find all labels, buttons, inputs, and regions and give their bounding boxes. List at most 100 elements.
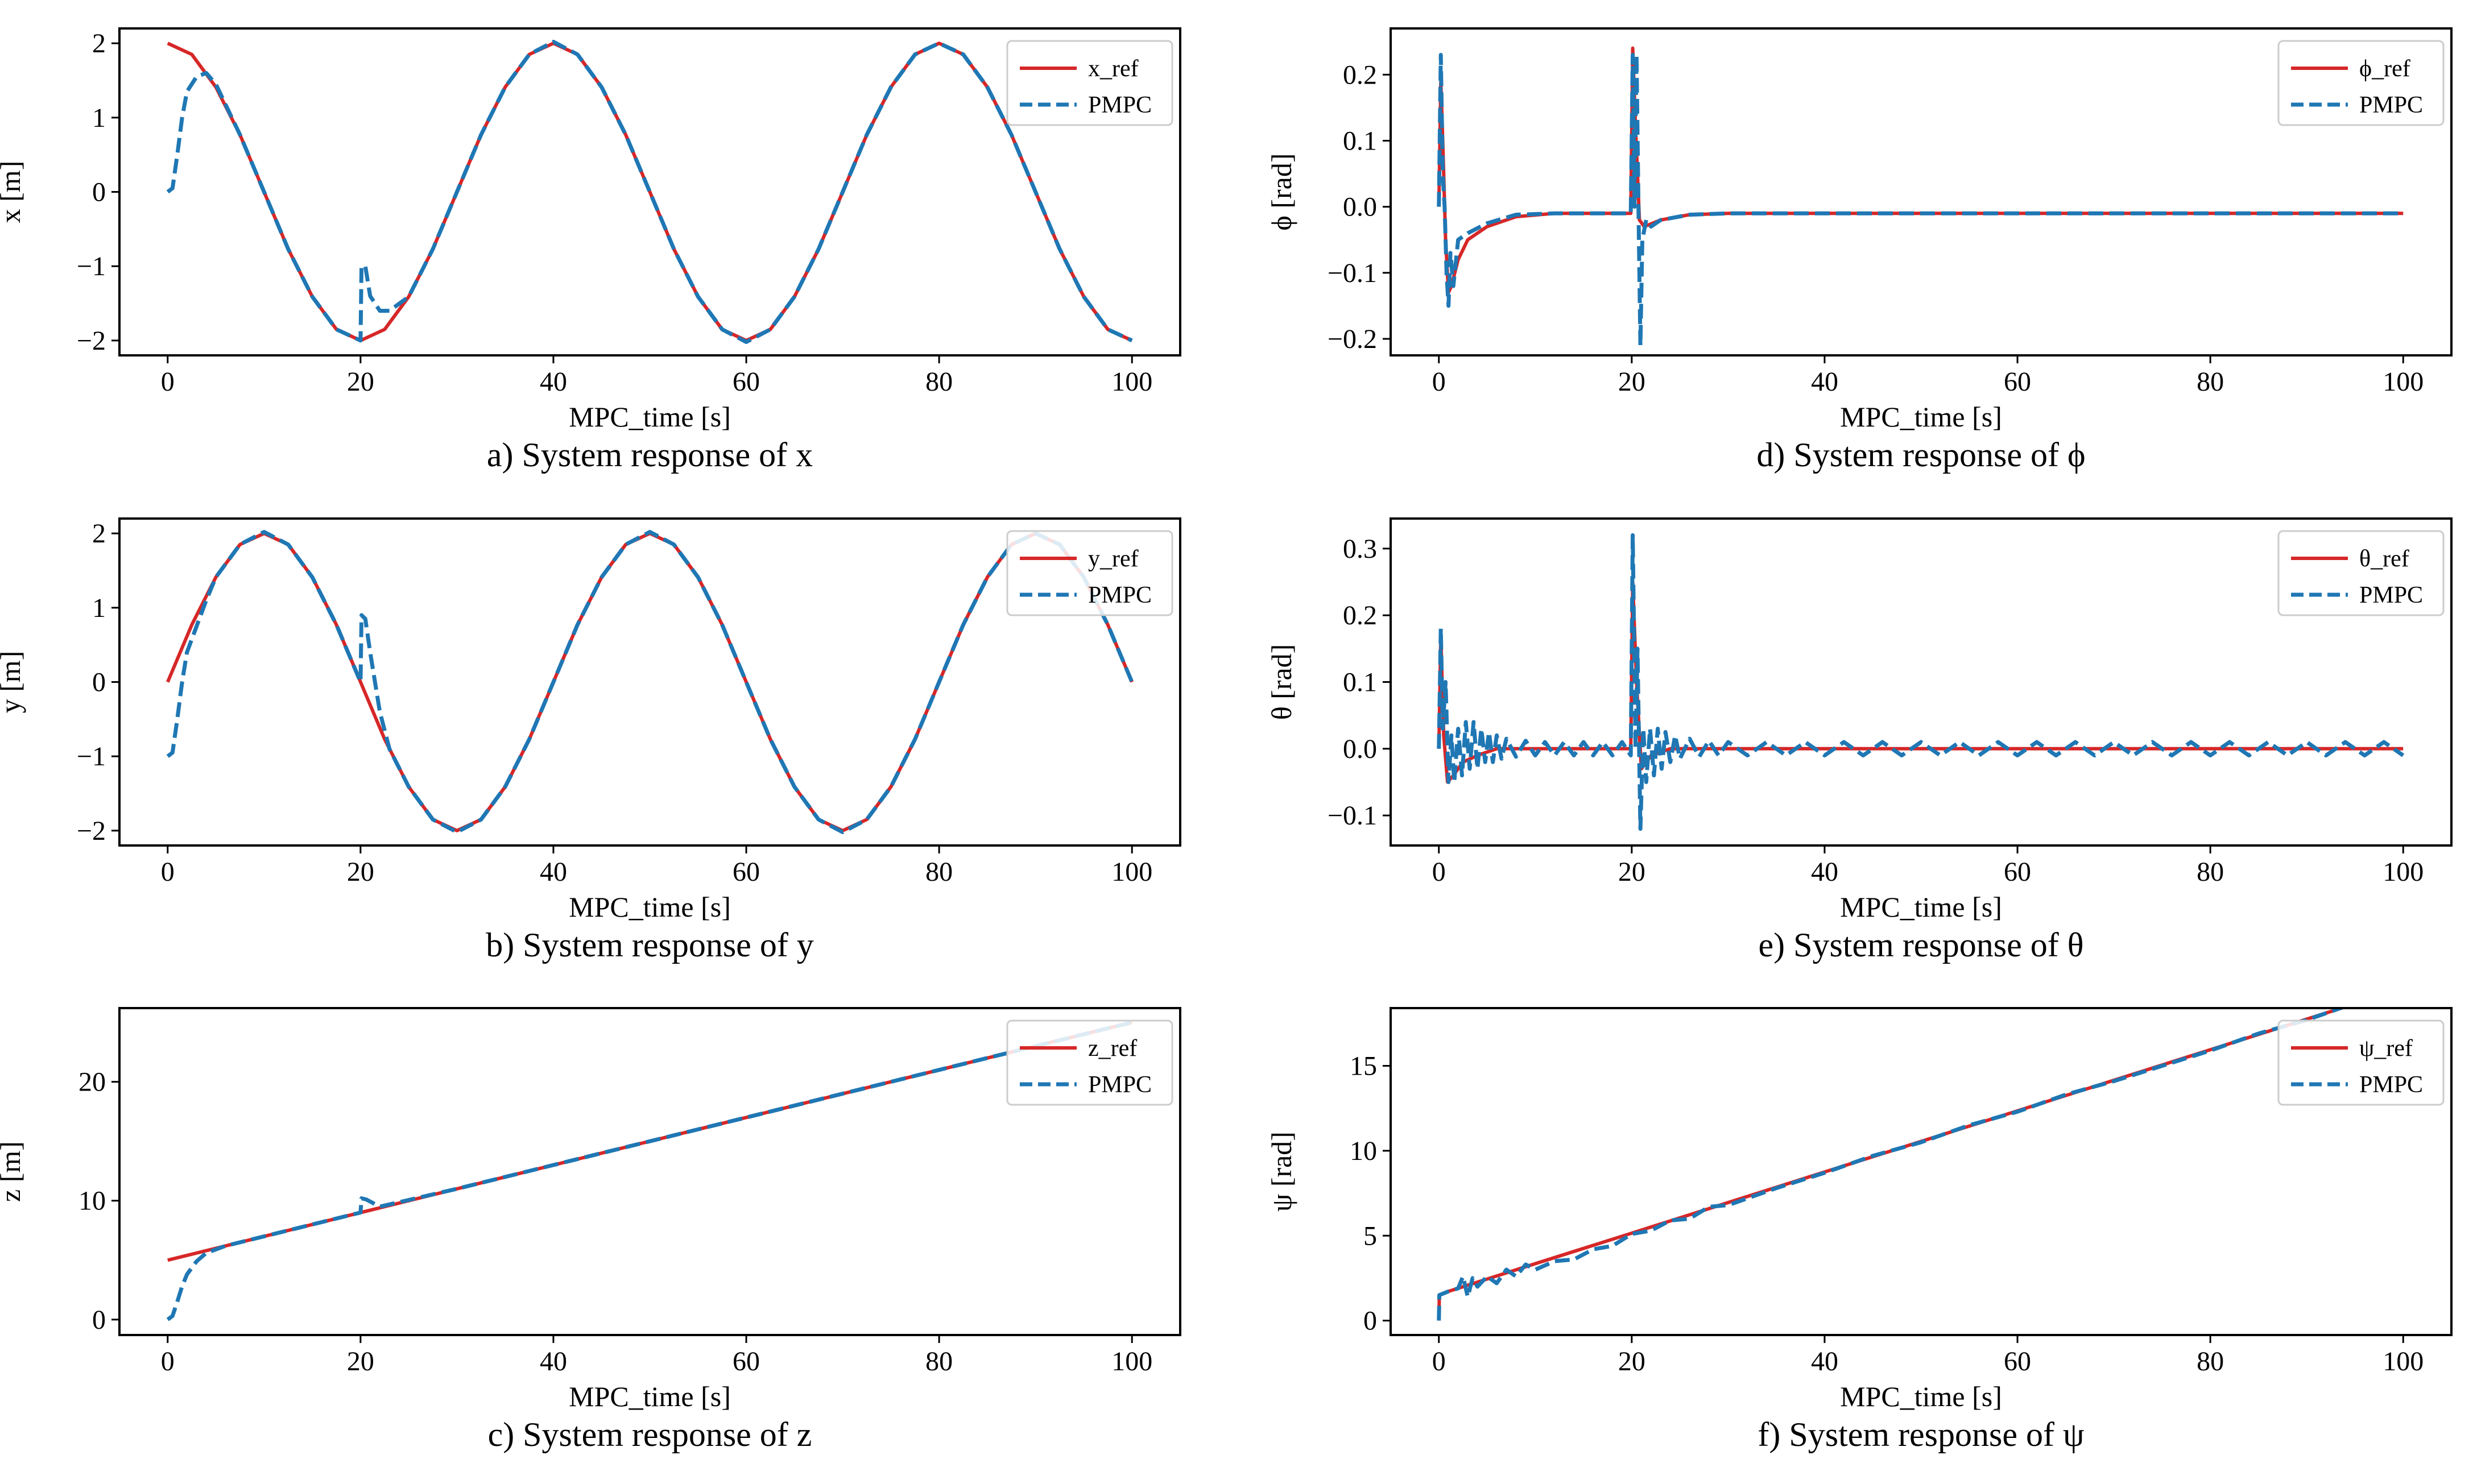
z-xtick-label: 20 bbox=[347, 1346, 374, 1377]
z-xtick-label: 80 bbox=[925, 1346, 953, 1377]
y-series-group bbox=[166, 530, 1134, 834]
z-ytick-label: 10 bbox=[78, 1186, 106, 1216]
x-ylabel: x [m] bbox=[0, 161, 26, 223]
x-ytick-label: −1 bbox=[77, 251, 106, 281]
phi-xlabel: MPC_time [s] bbox=[1840, 401, 2002, 433]
theta-xtick-label: 100 bbox=[2383, 857, 2424, 887]
z-caption: c) System response of z bbox=[488, 1416, 812, 1453]
psi-ytick-label: 5 bbox=[1363, 1221, 1377, 1251]
phi-ytick-label: −0.1 bbox=[1328, 258, 1377, 288]
x-ytick-label: 2 bbox=[92, 28, 106, 59]
x-series-pmpc-line bbox=[166, 40, 1133, 344]
y-xtick-label: 100 bbox=[1111, 857, 1152, 887]
phi-legend: ϕ_ref PMPC bbox=[2277, 40, 2445, 126]
theta-ytick-label: 0.2 bbox=[1343, 600, 1377, 631]
z-xtick-label: 100 bbox=[1111, 1346, 1152, 1377]
theta-ytick-label: 0.0 bbox=[1343, 734, 1377, 764]
y-ytick-label: 0 bbox=[92, 668, 106, 698]
x-legend-label: x_ref bbox=[1088, 56, 1139, 82]
y-legend-label: y_ref bbox=[1088, 546, 1139, 572]
y-xlabel: MPC_time [s] bbox=[569, 891, 731, 923]
z-xtick-label: 0 bbox=[161, 1346, 175, 1377]
z-ytick-label: 0 bbox=[92, 1305, 106, 1335]
theta-series-ref-line bbox=[1437, 580, 2404, 784]
panel-z: 0 20 40 60 80 100 0 10 20 MPC_time [s] z [m] c) Sys… bbox=[0, 1007, 1181, 1453]
z-legend-label: PMPC bbox=[1088, 1072, 1152, 1098]
phi-xtick-label: 60 bbox=[2004, 367, 2031, 397]
y-ytick-label: 2 bbox=[92, 519, 106, 549]
z-ytick-label: 20 bbox=[78, 1067, 106, 1097]
theta-legend-label: θ_ref bbox=[2359, 546, 2409, 572]
z-legend: z_ref PMPC bbox=[1006, 1019, 1173, 1106]
z-axes-frame bbox=[118, 1007, 1181, 1336]
theta-series-group bbox=[1437, 533, 2405, 831]
y-xtick-label: 80 bbox=[925, 857, 953, 887]
theta-xlabel: MPC_time [s] bbox=[1840, 891, 2002, 923]
phi-xtick-label: 100 bbox=[2383, 367, 2424, 397]
y-xtick-label: 0 bbox=[161, 857, 175, 887]
z-series-group bbox=[166, 1020, 1133, 1321]
y-xtick-label: 60 bbox=[733, 857, 760, 887]
psi-xtick-label: 20 bbox=[1618, 1346, 1645, 1377]
psi-series-pmpc-line bbox=[1437, 1008, 2347, 1321]
x-series-group bbox=[166, 40, 1133, 344]
phi-series-group bbox=[1437, 46, 2404, 348]
x-xtick-label: 100 bbox=[1111, 367, 1152, 397]
phi-series-ref-line bbox=[1437, 46, 2404, 295]
psi-xtick-label: 40 bbox=[1811, 1346, 1838, 1377]
theta-xtick-label: 40 bbox=[1811, 857, 1838, 887]
phi-axes-frame bbox=[1390, 27, 2453, 357]
phi-ytick-label: 0.1 bbox=[1343, 126, 1377, 156]
x-xtick-label: 0 bbox=[161, 367, 175, 397]
phi-xtick-label: 40 bbox=[1811, 367, 1838, 397]
theta-xtick-label: 20 bbox=[1618, 857, 1645, 887]
theta-caption: e) System response of θ bbox=[1759, 926, 2084, 964]
psi-legend-label: ψ_ref bbox=[2359, 1035, 2413, 1062]
phi-ylabel: ϕ [rad] bbox=[1266, 154, 1297, 231]
theta-legend-label: PMPC bbox=[2359, 582, 2423, 608]
phi-legend-label: PMPC bbox=[2359, 92, 2423, 118]
z-ylabel: z [m] bbox=[0, 1141, 26, 1202]
phi-xtick-label: 0 bbox=[1432, 367, 1446, 397]
panel-psi: 0 20 40 60 80 100 0 5 10 15 MPC_time [s] ψ [rad] f) … bbox=[1266, 1007, 2453, 1453]
y-xtick-label: 40 bbox=[540, 857, 567, 887]
phi-ytick-label: 0.0 bbox=[1343, 192, 1377, 222]
psi-ytick-label: 10 bbox=[1350, 1136, 1377, 1166]
y-ytick-label: −2 bbox=[77, 816, 106, 846]
x-caption: a) System response of x bbox=[487, 436, 813, 474]
psi-xtick-label: 80 bbox=[2197, 1346, 2224, 1377]
x-ytick-label: −2 bbox=[77, 326, 106, 356]
phi-xtick-label: 20 bbox=[1618, 367, 1645, 397]
psi-legend: ψ_ref PMPC bbox=[2277, 1019, 2445, 1106]
z-xlabel: MPC_time [s] bbox=[569, 1381, 731, 1412]
theta-ylabel: θ [rad] bbox=[1266, 644, 1297, 720]
x-legend-label: PMPC bbox=[1088, 92, 1152, 118]
panel-x: 0 20 40 60 80 100 −2 −1 0 1 2 MPC_time [s] x [m] a) S… bbox=[0, 27, 1181, 474]
phi-ytick-label: 0.2 bbox=[1343, 60, 1377, 90]
z-xtick-label: 60 bbox=[733, 1346, 760, 1377]
x-xtick-label: 40 bbox=[540, 367, 567, 397]
psi-legend-label: PMPC bbox=[2359, 1072, 2423, 1098]
x-xtick-label: 80 bbox=[925, 367, 953, 397]
theta-xtick-label: 80 bbox=[2197, 857, 2224, 887]
panel-phi: 0 20 40 60 80 100 −0.2 −0.1 0.0 0.1 0.2 MPC_time [s… bbox=[1266, 27, 2453, 474]
panel-theta: 0 20 40 60 80 100 −0.1 0.0 0.1 0.2 0.3 MPC_time [s]… bbox=[1266, 517, 2453, 964]
y-ytick-label: 1 bbox=[92, 593, 106, 623]
phi-caption: d) System response of ϕ bbox=[1756, 436, 2085, 474]
phi-series-pmpc-line bbox=[1437, 53, 2404, 348]
theta-ytick-label: −0.1 bbox=[1328, 801, 1377, 831]
psi-series-ref-line bbox=[1437, 1008, 2347, 1321]
psi-xlabel: MPC_time [s] bbox=[1840, 1381, 2002, 1412]
z-series-pmpc-line bbox=[166, 1020, 1133, 1321]
x-legend: x_ref PMPC bbox=[1006, 40, 1173, 126]
y-series-pmpc-line bbox=[166, 530, 1134, 834]
x-xtick-label: 60 bbox=[733, 367, 760, 397]
z-legend-label: z_ref bbox=[1088, 1035, 1137, 1062]
phi-xtick-label: 80 bbox=[2197, 367, 2224, 397]
psi-caption: f) System response of ψ bbox=[1758, 1416, 2084, 1453]
y-caption: b) System response of y bbox=[486, 926, 814, 964]
psi-xtick-label: 60 bbox=[2004, 1346, 2031, 1377]
y-ytick-label: −1 bbox=[77, 741, 106, 772]
theta-xtick-label: 60 bbox=[2004, 857, 2031, 887]
